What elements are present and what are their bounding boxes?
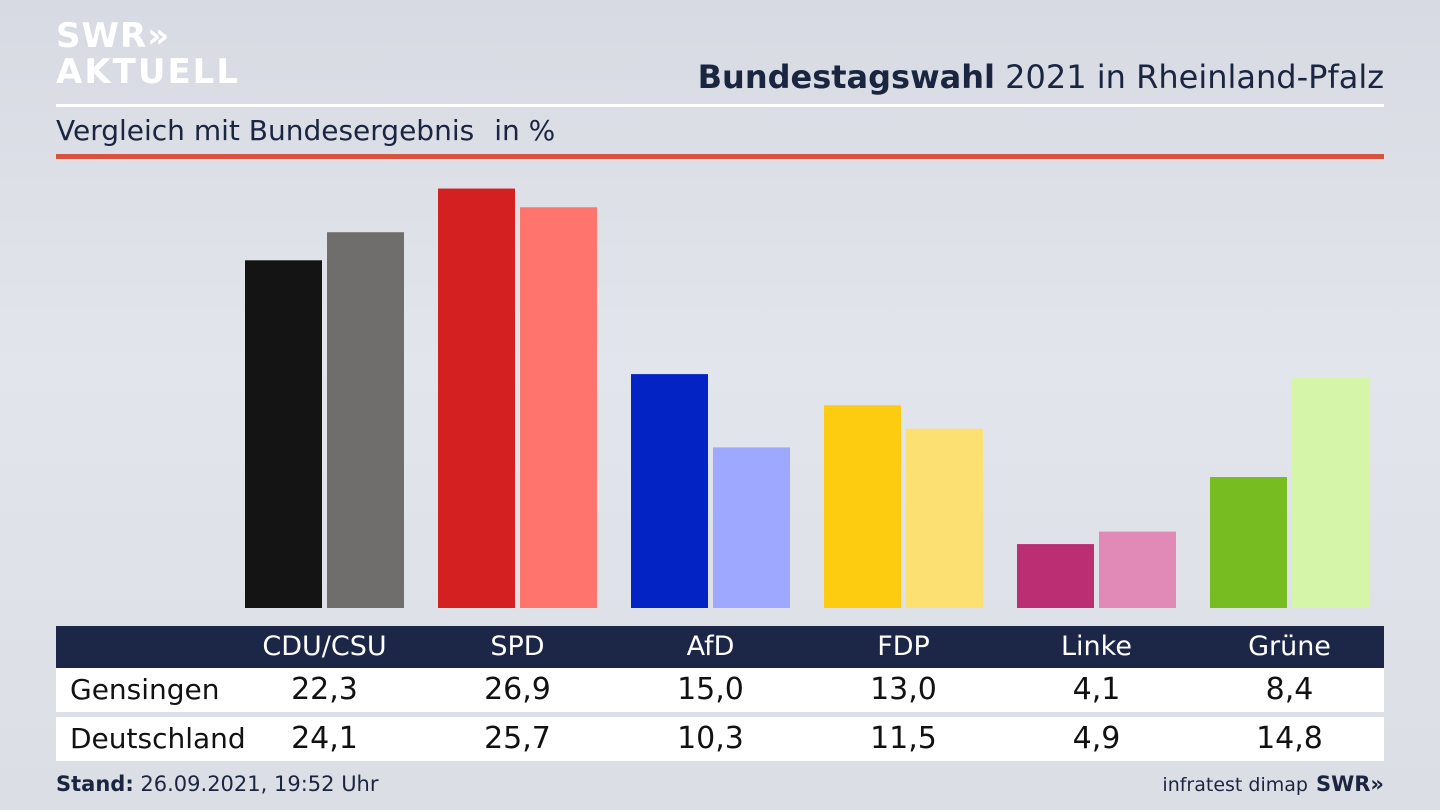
bar-cdu-csu-deutschland	[327, 232, 404, 609]
column-header-afd: AfD	[686, 631, 735, 662]
bar-afd-deutschland	[713, 447, 790, 608]
bar-linke-gensingen	[1017, 544, 1094, 608]
logo-swr-text: SWR	[56, 16, 148, 56]
table-cell: 25,7	[484, 721, 551, 756]
subtitle-divider	[56, 154, 1384, 159]
table-cell: 26,9	[484, 672, 551, 707]
title-bold: Bundestagswahl	[697, 58, 995, 96]
column-header-gr-ne: Grüne	[1248, 631, 1331, 662]
table-cell: 24,1	[291, 721, 358, 756]
table-row: Deutschland 24,1 25,7 10,3 11,5 4,9 14,8	[56, 717, 1384, 761]
bar-spd-gensingen	[438, 188, 515, 608]
table-cell: 10,3	[677, 721, 744, 756]
source-text: infratest dimap	[1162, 774, 1308, 796]
bar-fdp-gensingen	[824, 405, 901, 608]
timestamp: Stand: 26.09.2021, 19:52 Uhr	[56, 772, 379, 796]
table-cell: 13,0	[870, 672, 937, 707]
row-label: Deutschland	[70, 722, 246, 755]
bar-fdp-deutschland	[906, 428, 983, 608]
table-cell: 11,5	[870, 721, 937, 756]
table-cell: 22,3	[291, 672, 358, 707]
source-credit: infratest dimap SWR»	[1162, 772, 1384, 796]
table-cell: 14,8	[1256, 721, 1323, 756]
page-title: Bundestagswahl 2021 in Rheinland-Pfalz	[698, 58, 1384, 96]
table-header: CDU/CSU SPD AfD FDP Linke Grüne	[56, 626, 1384, 668]
subtitle-text: Vergleich mit Bundesergebnis	[56, 114, 475, 147]
stand-label: Stand:	[56, 772, 134, 796]
title-rest: 2021 in Rheinland-Pfalz	[1005, 58, 1384, 96]
logo-arrows-icon: »	[147, 16, 171, 56]
row-label: Gensingen	[70, 673, 220, 706]
bar-cdu-csu-gensingen	[245, 260, 322, 608]
bar-afd-gensingen	[631, 374, 708, 608]
stand-value: 26.09.2021, 19:52 Uhr	[140, 772, 379, 796]
table-cell: 4,9	[1072, 721, 1121, 756]
results-table: CDU/CSU SPD AfD FDP Linke Grüne Gensingen 22,3…	[56, 626, 1384, 761]
bar-gr-ne-gensingen	[1210, 477, 1287, 608]
subtitle-unit: in %	[494, 114, 556, 147]
table-cell: 15,0	[677, 672, 744, 707]
bar-gr-ne-deutschland	[1292, 377, 1369, 608]
swr-aktuell-logo: SWR» AKTUELL	[56, 18, 240, 90]
column-header-spd: SPD	[490, 631, 545, 662]
column-header-fdp: FDP	[877, 631, 930, 662]
column-header-cdu-csu: CDU/CSU	[262, 631, 387, 662]
logo-aktuell-text: AKTUELL	[56, 52, 241, 92]
table-row: Gensingen 22,3 26,9 15,0 13,0 4,1 8,4	[56, 668, 1384, 712]
chart-subtitle: Vergleich mit Bundesergebnis in %	[56, 114, 555, 147]
table-cell: 4,1	[1072, 672, 1121, 707]
swr-brand-logo: SWR»	[1315, 772, 1384, 796]
column-header-linke: Linke	[1061, 631, 1132, 662]
title-divider	[56, 104, 1384, 107]
bar-spd-deutschland	[520, 207, 597, 608]
table-cell: 8,4	[1265, 672, 1314, 707]
bar-linke-deutschland	[1099, 531, 1176, 608]
